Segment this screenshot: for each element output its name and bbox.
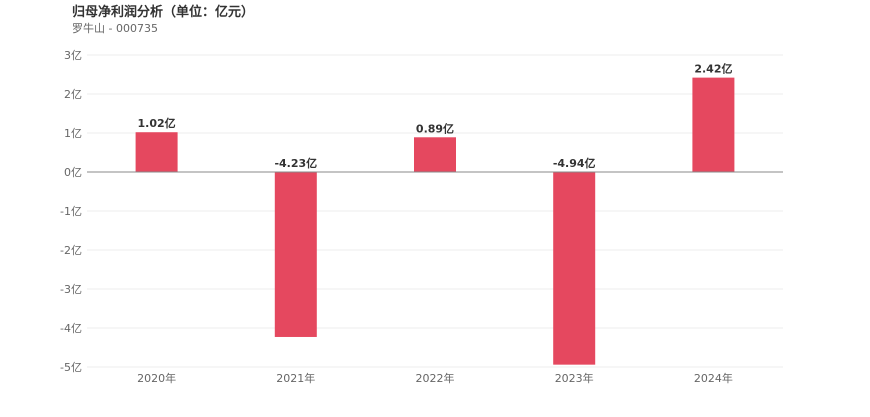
y-tick-label: -2亿	[60, 244, 82, 257]
data-label: -4.94亿	[553, 156, 596, 170]
data-label: 2.42亿	[694, 62, 732, 76]
bar	[692, 77, 735, 172]
bar	[553, 172, 596, 365]
x-tick-label: 2023年	[555, 371, 594, 385]
bars	[135, 77, 735, 365]
x-tick-label: 2022年	[416, 371, 455, 385]
bar	[135, 132, 178, 172]
y-tick-label: -3亿	[60, 283, 82, 296]
x-tick-label: 2024年	[694, 371, 733, 385]
y-tick-label: -4亿	[60, 322, 82, 335]
y-axis-ticks: 3亿 2亿 1亿 0亿 -1亿 -2亿 -3亿 -4亿 -5亿	[60, 49, 82, 374]
y-tick-label: 2亿	[64, 88, 82, 101]
chart-subtitle: 罗牛山 - 000735	[72, 22, 158, 35]
x-tick-label: 2020年	[137, 371, 176, 385]
y-tick-label: 1亿	[64, 127, 82, 140]
bar	[414, 137, 456, 172]
chart-title: 归母净利润分析（单位：亿元）	[72, 5, 255, 20]
x-tick-label: 2021年	[276, 371, 315, 385]
grid-lines	[87, 54, 783, 368]
data-label: 0.89亿	[416, 121, 454, 135]
y-tick-label: -1亿	[60, 205, 82, 218]
y-tick-label: 0亿	[64, 166, 82, 179]
data-label: -4.23亿	[274, 156, 317, 170]
y-tick-label: 3亿	[64, 49, 82, 62]
bar	[274, 172, 317, 337]
y-tick-label: -5亿	[60, 361, 82, 374]
data-labels: 1.02亿 -4.23亿 0.89亿 -4.94亿 2.42亿	[138, 62, 733, 170]
x-axis-ticks: 2020年 2021年 2022年 2023年 2024年	[137, 371, 733, 385]
data-label: 1.02亿	[138, 116, 176, 130]
